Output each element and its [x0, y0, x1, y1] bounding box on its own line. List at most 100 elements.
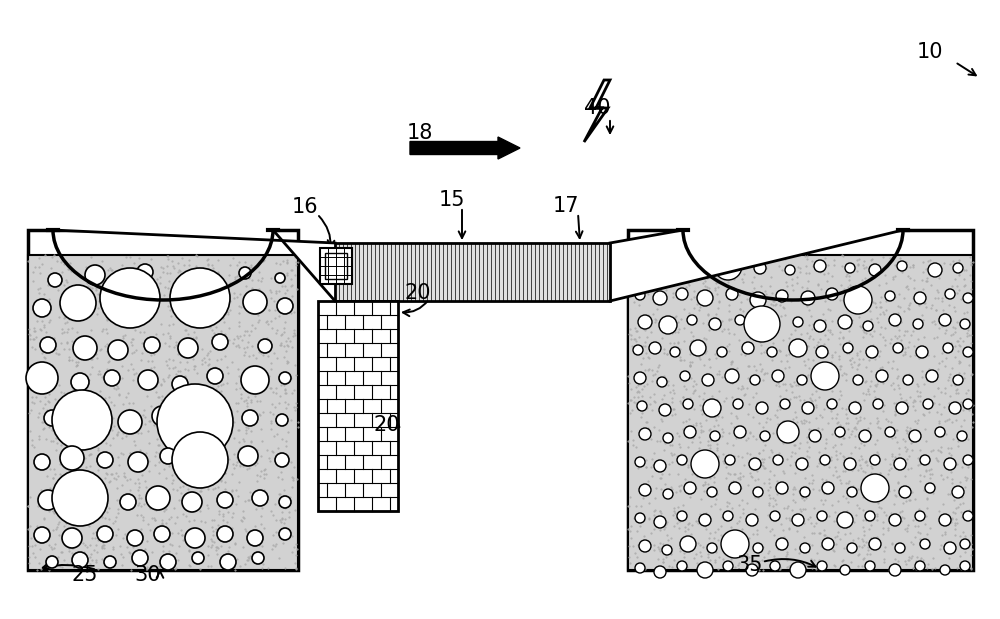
- Circle shape: [742, 342, 754, 354]
- Circle shape: [903, 375, 913, 385]
- Circle shape: [663, 489, 673, 499]
- Circle shape: [760, 431, 770, 441]
- Circle shape: [207, 368, 223, 384]
- Circle shape: [885, 291, 895, 301]
- Circle shape: [680, 536, 696, 552]
- Circle shape: [885, 427, 895, 437]
- Circle shape: [733, 399, 743, 409]
- Bar: [318, 301, 398, 511]
- Circle shape: [639, 484, 651, 496]
- Circle shape: [869, 538, 881, 550]
- Circle shape: [178, 338, 198, 358]
- Circle shape: [920, 539, 930, 549]
- Circle shape: [899, 486, 911, 498]
- Circle shape: [820, 455, 830, 465]
- Circle shape: [52, 390, 112, 450]
- Circle shape: [60, 446, 84, 470]
- Circle shape: [939, 514, 951, 526]
- Circle shape: [276, 414, 288, 426]
- Circle shape: [654, 566, 666, 578]
- Circle shape: [667, 261, 677, 271]
- Circle shape: [127, 530, 143, 546]
- Circle shape: [797, 375, 807, 385]
- Circle shape: [767, 347, 777, 357]
- Circle shape: [649, 342, 661, 354]
- Circle shape: [847, 487, 857, 497]
- Circle shape: [676, 288, 688, 300]
- Circle shape: [40, 337, 56, 353]
- Circle shape: [843, 343, 853, 353]
- Circle shape: [837, 512, 853, 528]
- Circle shape: [699, 514, 711, 526]
- Circle shape: [128, 452, 148, 472]
- Circle shape: [44, 410, 60, 426]
- Circle shape: [802, 402, 814, 414]
- Bar: [28, 230, 298, 570]
- Text: 20: 20: [405, 283, 431, 303]
- Circle shape: [279, 496, 291, 508]
- Circle shape: [915, 511, 925, 521]
- Circle shape: [863, 321, 873, 331]
- Circle shape: [953, 375, 963, 385]
- Circle shape: [683, 399, 693, 409]
- Circle shape: [100, 268, 160, 328]
- Circle shape: [953, 263, 963, 273]
- Circle shape: [684, 426, 696, 438]
- Circle shape: [654, 460, 666, 472]
- Circle shape: [60, 285, 96, 321]
- Circle shape: [817, 561, 827, 571]
- Circle shape: [657, 377, 667, 387]
- Circle shape: [697, 562, 713, 578]
- Circle shape: [723, 561, 733, 571]
- Circle shape: [960, 561, 970, 571]
- Circle shape: [212, 334, 228, 350]
- Circle shape: [926, 370, 938, 382]
- Circle shape: [33, 299, 51, 317]
- Circle shape: [861, 474, 889, 502]
- Circle shape: [193, 271, 207, 285]
- Circle shape: [277, 298, 293, 314]
- Circle shape: [800, 487, 810, 497]
- Circle shape: [897, 261, 907, 271]
- Circle shape: [949, 402, 961, 414]
- Circle shape: [952, 486, 964, 498]
- Circle shape: [873, 399, 883, 409]
- Circle shape: [687, 315, 697, 325]
- Circle shape: [801, 291, 815, 305]
- Circle shape: [916, 346, 928, 358]
- Circle shape: [749, 458, 761, 470]
- Circle shape: [635, 513, 645, 523]
- Circle shape: [925, 483, 935, 493]
- Circle shape: [876, 370, 888, 382]
- Circle shape: [104, 556, 116, 568]
- Text: 25: 25: [72, 565, 98, 585]
- Circle shape: [691, 263, 705, 277]
- Circle shape: [34, 454, 50, 470]
- Circle shape: [677, 511, 687, 521]
- Bar: [28, 255, 298, 570]
- Bar: [320, 248, 352, 284]
- Circle shape: [960, 539, 970, 549]
- Circle shape: [97, 452, 113, 468]
- Circle shape: [703, 399, 721, 417]
- Circle shape: [241, 366, 269, 394]
- Circle shape: [939, 314, 951, 326]
- Circle shape: [780, 399, 790, 409]
- Circle shape: [721, 530, 749, 558]
- Circle shape: [729, 482, 741, 494]
- Circle shape: [847, 543, 857, 553]
- Circle shape: [735, 315, 745, 325]
- Circle shape: [154, 526, 170, 542]
- Circle shape: [172, 376, 188, 392]
- Circle shape: [279, 372, 291, 384]
- Circle shape: [963, 293, 973, 303]
- Circle shape: [220, 554, 236, 570]
- Circle shape: [800, 543, 810, 553]
- Polygon shape: [53, 160, 273, 230]
- Circle shape: [252, 490, 268, 506]
- Circle shape: [849, 402, 861, 414]
- Circle shape: [118, 410, 142, 434]
- Circle shape: [638, 315, 652, 329]
- Circle shape: [865, 511, 875, 521]
- Circle shape: [866, 346, 878, 358]
